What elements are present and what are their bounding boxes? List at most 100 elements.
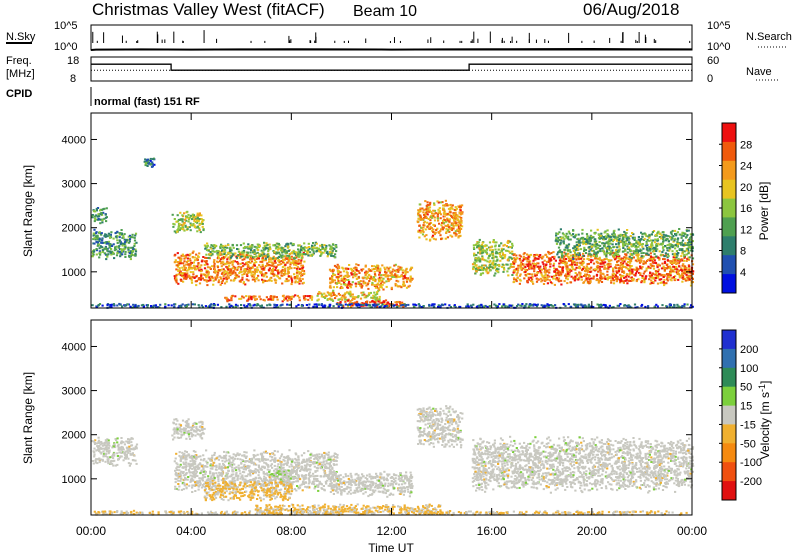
power-echo-cell bbox=[671, 253, 674, 256]
power-echo-cell bbox=[644, 305, 647, 308]
power-echo-cell bbox=[93, 228, 96, 231]
power-echo-cell bbox=[270, 257, 273, 260]
power-echo-cell bbox=[507, 246, 510, 249]
power-echo-cell bbox=[96, 234, 99, 237]
power-echo-cell bbox=[599, 262, 602, 265]
power-echo-cell bbox=[673, 259, 677, 262]
power-echo-cell bbox=[544, 279, 547, 282]
power-echo-cell bbox=[588, 250, 591, 253]
power-echo-cell bbox=[422, 231, 425, 233]
power-echo-cell bbox=[205, 261, 208, 264]
power-echo-cell bbox=[92, 232, 95, 235]
power-echo-cell bbox=[580, 275, 583, 278]
power-echo-cell bbox=[563, 251, 566, 254]
power-echo-cell bbox=[564, 254, 568, 257]
power-echo-cell bbox=[472, 244, 475, 247]
power-echo-cell bbox=[400, 275, 403, 277]
power-echo-cell bbox=[618, 257, 621, 260]
power-echo-cell bbox=[524, 268, 527, 271]
power-echo-cell bbox=[347, 299, 350, 302]
power-echo-cell bbox=[203, 279, 206, 282]
power-echo-cell bbox=[234, 273, 237, 276]
power-echo-cell bbox=[548, 279, 551, 282]
power-echo-cell bbox=[384, 273, 387, 276]
power-echo-cell bbox=[344, 267, 347, 270]
power-echo-cell bbox=[100, 212, 103, 214]
power-echo-cell bbox=[315, 242, 318, 245]
power-echo-cell bbox=[669, 266, 672, 269]
power-echo-cell bbox=[505, 245, 508, 248]
power-echo-cell bbox=[585, 267, 588, 270]
power-echo-cell bbox=[593, 232, 596, 235]
power-echo-cell bbox=[394, 282, 397, 285]
power-echo-cell bbox=[253, 245, 256, 248]
power-echo-cell bbox=[92, 234, 95, 237]
power-echo-cell bbox=[230, 255, 233, 258]
power-echo-cell bbox=[181, 226, 184, 229]
power-echo-cell bbox=[639, 267, 642, 270]
power-echo-cell bbox=[566, 282, 569, 285]
power-echo-cell bbox=[190, 279, 193, 282]
power-echo-cell bbox=[626, 239, 629, 242]
power-echo-cell bbox=[197, 255, 200, 258]
power-echo-cell bbox=[184, 255, 187, 258]
power-echo-cell bbox=[192, 273, 195, 276]
power-echo-cell bbox=[611, 277, 614, 280]
power-echo-cell bbox=[618, 267, 621, 270]
power-echo-cell bbox=[429, 226, 432, 229]
power-echo-cell bbox=[446, 219, 449, 222]
power-echo-cell bbox=[658, 243, 661, 246]
power-echo-cell bbox=[575, 253, 578, 256]
power-echo-cell bbox=[366, 300, 369, 303]
power-echo-cell bbox=[260, 273, 263, 276]
power-echo-cell bbox=[185, 277, 188, 280]
power-echo-cell bbox=[385, 285, 388, 288]
power-echo-cell bbox=[568, 269, 571, 271]
power-echo-cell bbox=[672, 276, 675, 279]
power-echo-cell bbox=[588, 278, 591, 281]
power-echo-cell bbox=[315, 249, 319, 252]
power-echo-cell bbox=[398, 275, 401, 278]
power-echo-cell bbox=[303, 248, 306, 251]
power-echo-cell bbox=[321, 245, 324, 248]
power-echo-cell bbox=[565, 258, 568, 260]
power-echo-cell bbox=[434, 212, 437, 215]
power-echo-cell bbox=[351, 270, 354, 273]
power-echo-cell bbox=[208, 266, 212, 269]
power-echo-cell bbox=[342, 267, 345, 270]
power-echo-cell bbox=[524, 266, 527, 268]
power-echo-cell bbox=[664, 239, 668, 242]
power-echo-cell bbox=[376, 305, 379, 308]
power-echo-cell bbox=[220, 272, 224, 275]
power-echo-cell bbox=[675, 245, 679, 247]
power-echo-cell bbox=[617, 254, 620, 256]
power-echo-cell bbox=[382, 277, 385, 280]
power-echo-cell bbox=[616, 276, 619, 279]
power-echo-cell bbox=[618, 245, 621, 248]
power-echo-cell bbox=[428, 210, 431, 213]
power-echo-cell bbox=[690, 238, 693, 241]
power-echo-cell bbox=[671, 236, 674, 239]
power-echo-cell bbox=[567, 268, 570, 271]
power-echo-cell bbox=[187, 263, 190, 266]
power-echo-cell bbox=[220, 261, 224, 264]
power-echo-cell bbox=[134, 248, 137, 251]
power-echo-cell bbox=[330, 295, 333, 298]
power-echo-cell bbox=[622, 266, 625, 268]
power-echo-cell bbox=[180, 257, 183, 260]
freq-left-label-1: Freq. bbox=[6, 55, 32, 67]
power-echo-cell bbox=[525, 263, 528, 266]
power-echo-cell bbox=[643, 237, 646, 240]
power-echo-cell bbox=[349, 290, 352, 293]
power-echo-cell bbox=[684, 265, 687, 268]
power-echo-cell bbox=[419, 207, 422, 210]
power-echo-cell bbox=[410, 277, 413, 280]
power-echo-cell bbox=[582, 240, 585, 243]
power-echo-cell bbox=[592, 275, 595, 278]
power-echo-cell bbox=[433, 303, 436, 306]
power-echo-cell bbox=[298, 272, 301, 275]
power-echo-cell bbox=[629, 249, 632, 252]
power-echo-cell bbox=[598, 237, 601, 240]
power-echo-cell bbox=[578, 239, 581, 242]
